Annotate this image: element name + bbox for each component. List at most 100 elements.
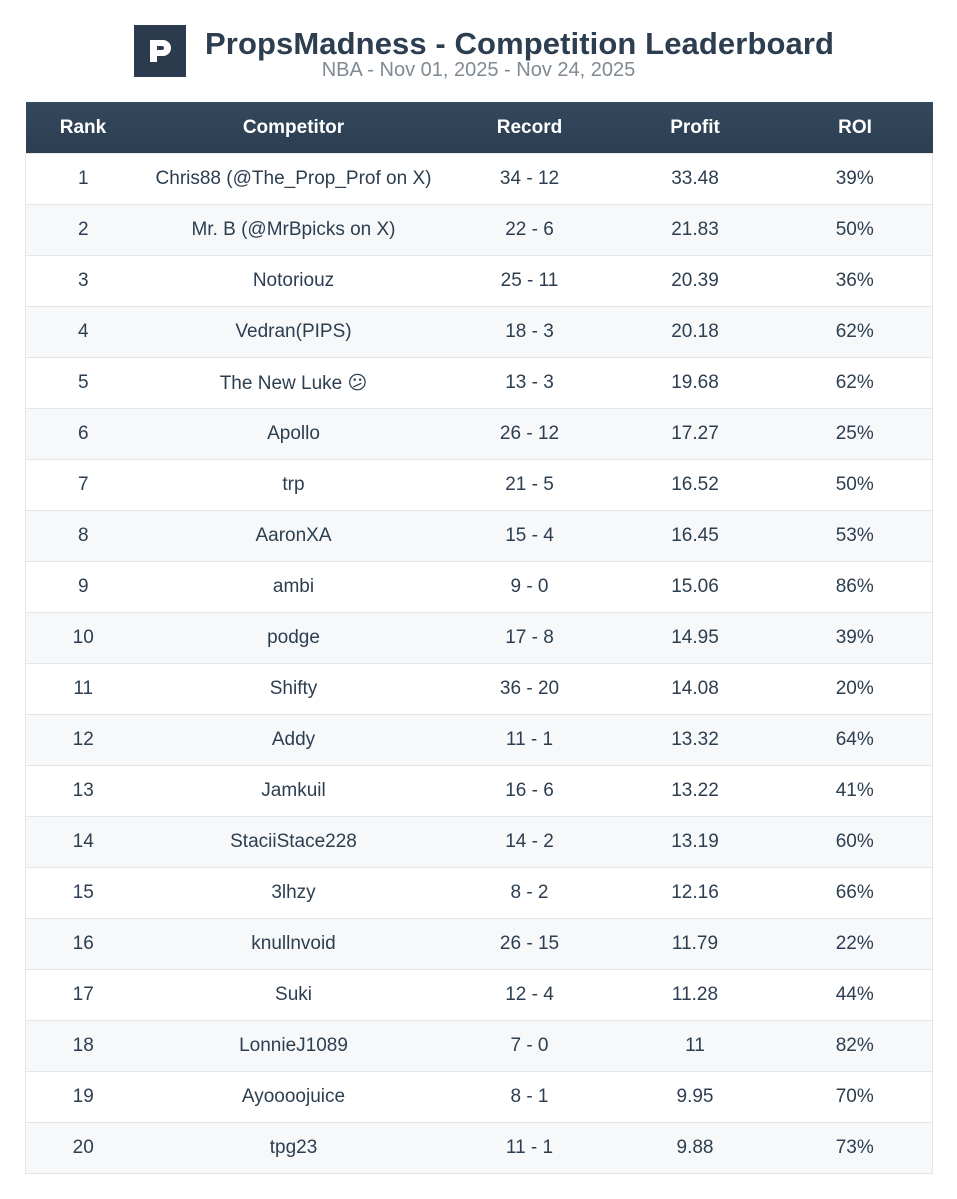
cell-competitor: Suki [140, 969, 447, 1021]
cell-record: 26 - 12 [446, 408, 613, 460]
cell-record: 34 - 12 [446, 153, 613, 205]
leaderboard-rows: 1 Chris88 (@The_Prop_Prof on X) 34 - 12 33.… [25, 153, 933, 1174]
cell-competitor: Chris88 (@The_Prop_Prof on X) [140, 153, 447, 205]
table-row: 6 Apollo 26 - 12 17.27 25% [25, 408, 933, 460]
cell-record: 25 - 11 [446, 255, 613, 307]
table-row: 8 AaronXA 15 - 4 16.45 53% [25, 510, 933, 562]
cell-competitor: Mr. B (@MrBpicks on X) [140, 204, 447, 256]
table-row: 16 knullnvoid 26 - 15 11.79 22% [25, 918, 933, 970]
cell-roi: 20% [777, 663, 933, 715]
cell-roi: 70% [777, 1071, 933, 1123]
cell-competitor: LonnieJ1089 [140, 1020, 447, 1072]
cell-rank: 20 [25, 1122, 141, 1174]
cell-rank: 9 [25, 561, 141, 613]
cell-profit: 16.45 [612, 510, 778, 562]
cell-competitor: tpg23 [140, 1122, 447, 1174]
page-subtitle: NBA - Nov 01, 2025 - Nov 24, 2025 [321, 59, 636, 81]
cell-profit: 12.16 [612, 867, 778, 919]
cell-record: 22 - 6 [446, 204, 613, 256]
cell-rank: 13 [25, 765, 141, 817]
column-header-record: Record [446, 102, 613, 154]
cell-competitor: The New Luke 😕 [140, 357, 447, 409]
cell-rank: 10 [25, 612, 141, 664]
cell-roi: 36% [777, 255, 933, 307]
cell-roi: 25% [777, 408, 933, 460]
cell-profit: 20.18 [612, 306, 778, 358]
table-row: 2 Mr. B (@MrBpicks on X) 22 - 6 21.83 50% [25, 204, 933, 256]
cell-record: 36 - 20 [446, 663, 613, 715]
cell-record: 7 - 0 [446, 1020, 613, 1072]
table-row: 1 Chris88 (@The_Prop_Prof on X) 34 - 12 33.… [25, 153, 933, 205]
cell-rank: 11 [25, 663, 141, 715]
table-row: 5 The New Luke 😕 13 - 3 19.68 62% [25, 357, 933, 409]
cell-roi: 22% [777, 918, 933, 970]
cell-rank: 6 [25, 408, 141, 460]
cell-roi: 64% [777, 714, 933, 766]
cell-profit: 9.88 [612, 1122, 778, 1174]
table-row: 20 tpg23 11 - 1 9.88 73% [25, 1122, 933, 1174]
cell-rank: 4 [25, 306, 141, 358]
cell-roi: 62% [777, 357, 933, 409]
cell-competitor: Ayoooojuice [140, 1071, 447, 1123]
cell-roi: 82% [777, 1020, 933, 1072]
propsmadness-logo-icon [134, 25, 186, 77]
cell-competitor: StaciiStace228 [140, 816, 447, 868]
cell-rank: 14 [25, 816, 141, 868]
cell-record: 18 - 3 [446, 306, 613, 358]
table-row: 3 Notoriouz 25 - 11 20.39 36% [25, 255, 933, 307]
cell-record: 13 - 3 [446, 357, 613, 409]
cell-roi: 50% [777, 459, 933, 511]
cell-profit: 15.06 [612, 561, 778, 613]
cell-record: 12 - 4 [446, 969, 613, 1021]
leaderboard-table: Rank Competitor Record Profit ROI 1 Chris… [25, 102, 933, 1174]
table-header-row: Rank Competitor Record Profit ROI [25, 102, 933, 154]
cell-rank: 3 [25, 255, 141, 307]
table-row: 14 StaciiStace228 14 - 2 13.19 60% [25, 816, 933, 868]
cell-roi: 60% [777, 816, 933, 868]
table-row: 17 Suki 12 - 4 11.28 44% [25, 969, 933, 1021]
cell-profit: 13.22 [612, 765, 778, 817]
cell-roi: 62% [777, 306, 933, 358]
cell-profit: 33.48 [612, 153, 778, 205]
cell-profit: 16.52 [612, 459, 778, 511]
cell-rank: 7 [25, 459, 141, 511]
cell-profit: 19.68 [612, 357, 778, 409]
cell-competitor: Jamkuil [140, 765, 447, 817]
cell-competitor: AaronXA [140, 510, 447, 562]
cell-profit: 20.39 [612, 255, 778, 307]
cell-profit: 14.08 [612, 663, 778, 715]
cell-profit: 11 [612, 1020, 778, 1072]
cell-record: 8 - 2 [446, 867, 613, 919]
cell-competitor: trp [140, 459, 447, 511]
cell-competitor: Vedran(PIPS) [140, 306, 447, 358]
cell-profit: 11.79 [612, 918, 778, 970]
cell-competitor: podge [140, 612, 447, 664]
table-row: 15 3lhzy 8 - 2 12.16 66% [25, 867, 933, 919]
cell-competitor: Shifty [140, 663, 447, 715]
cell-rank: 16 [25, 918, 141, 970]
cell-rank: 2 [25, 204, 141, 256]
cell-record: 17 - 8 [446, 612, 613, 664]
table-row: 7 trp 21 - 5 16.52 50% [25, 459, 933, 511]
table-row: 13 Jamkuil 16 - 6 13.22 41% [25, 765, 933, 817]
cell-rank: 1 [25, 153, 141, 205]
cell-competitor: 3lhzy [140, 867, 447, 919]
cell-rank: 12 [25, 714, 141, 766]
page-title: PropsMadness - Competition Leaderboard [205, 26, 835, 61]
cell-roi: 73% [777, 1122, 933, 1174]
cell-record: 26 - 15 [446, 918, 613, 970]
cell-roi: 39% [777, 153, 933, 205]
cell-profit: 9.95 [612, 1071, 778, 1123]
column-header-competitor: Competitor [140, 102, 447, 154]
cell-competitor: ambi [140, 561, 447, 613]
cell-roi: 66% [777, 867, 933, 919]
table-row: 18 LonnieJ1089 7 - 0 11 82% [25, 1020, 933, 1072]
cell-roi: 50% [777, 204, 933, 256]
cell-rank: 15 [25, 867, 141, 919]
cell-competitor: Apollo [140, 408, 447, 460]
table-row: 19 Ayoooojuice 8 - 1 9.95 70% [25, 1071, 933, 1123]
column-header-profit: Profit [612, 102, 778, 154]
cell-rank: 17 [25, 969, 141, 1021]
cell-roi: 44% [777, 969, 933, 1021]
cell-profit: 13.19 [612, 816, 778, 868]
